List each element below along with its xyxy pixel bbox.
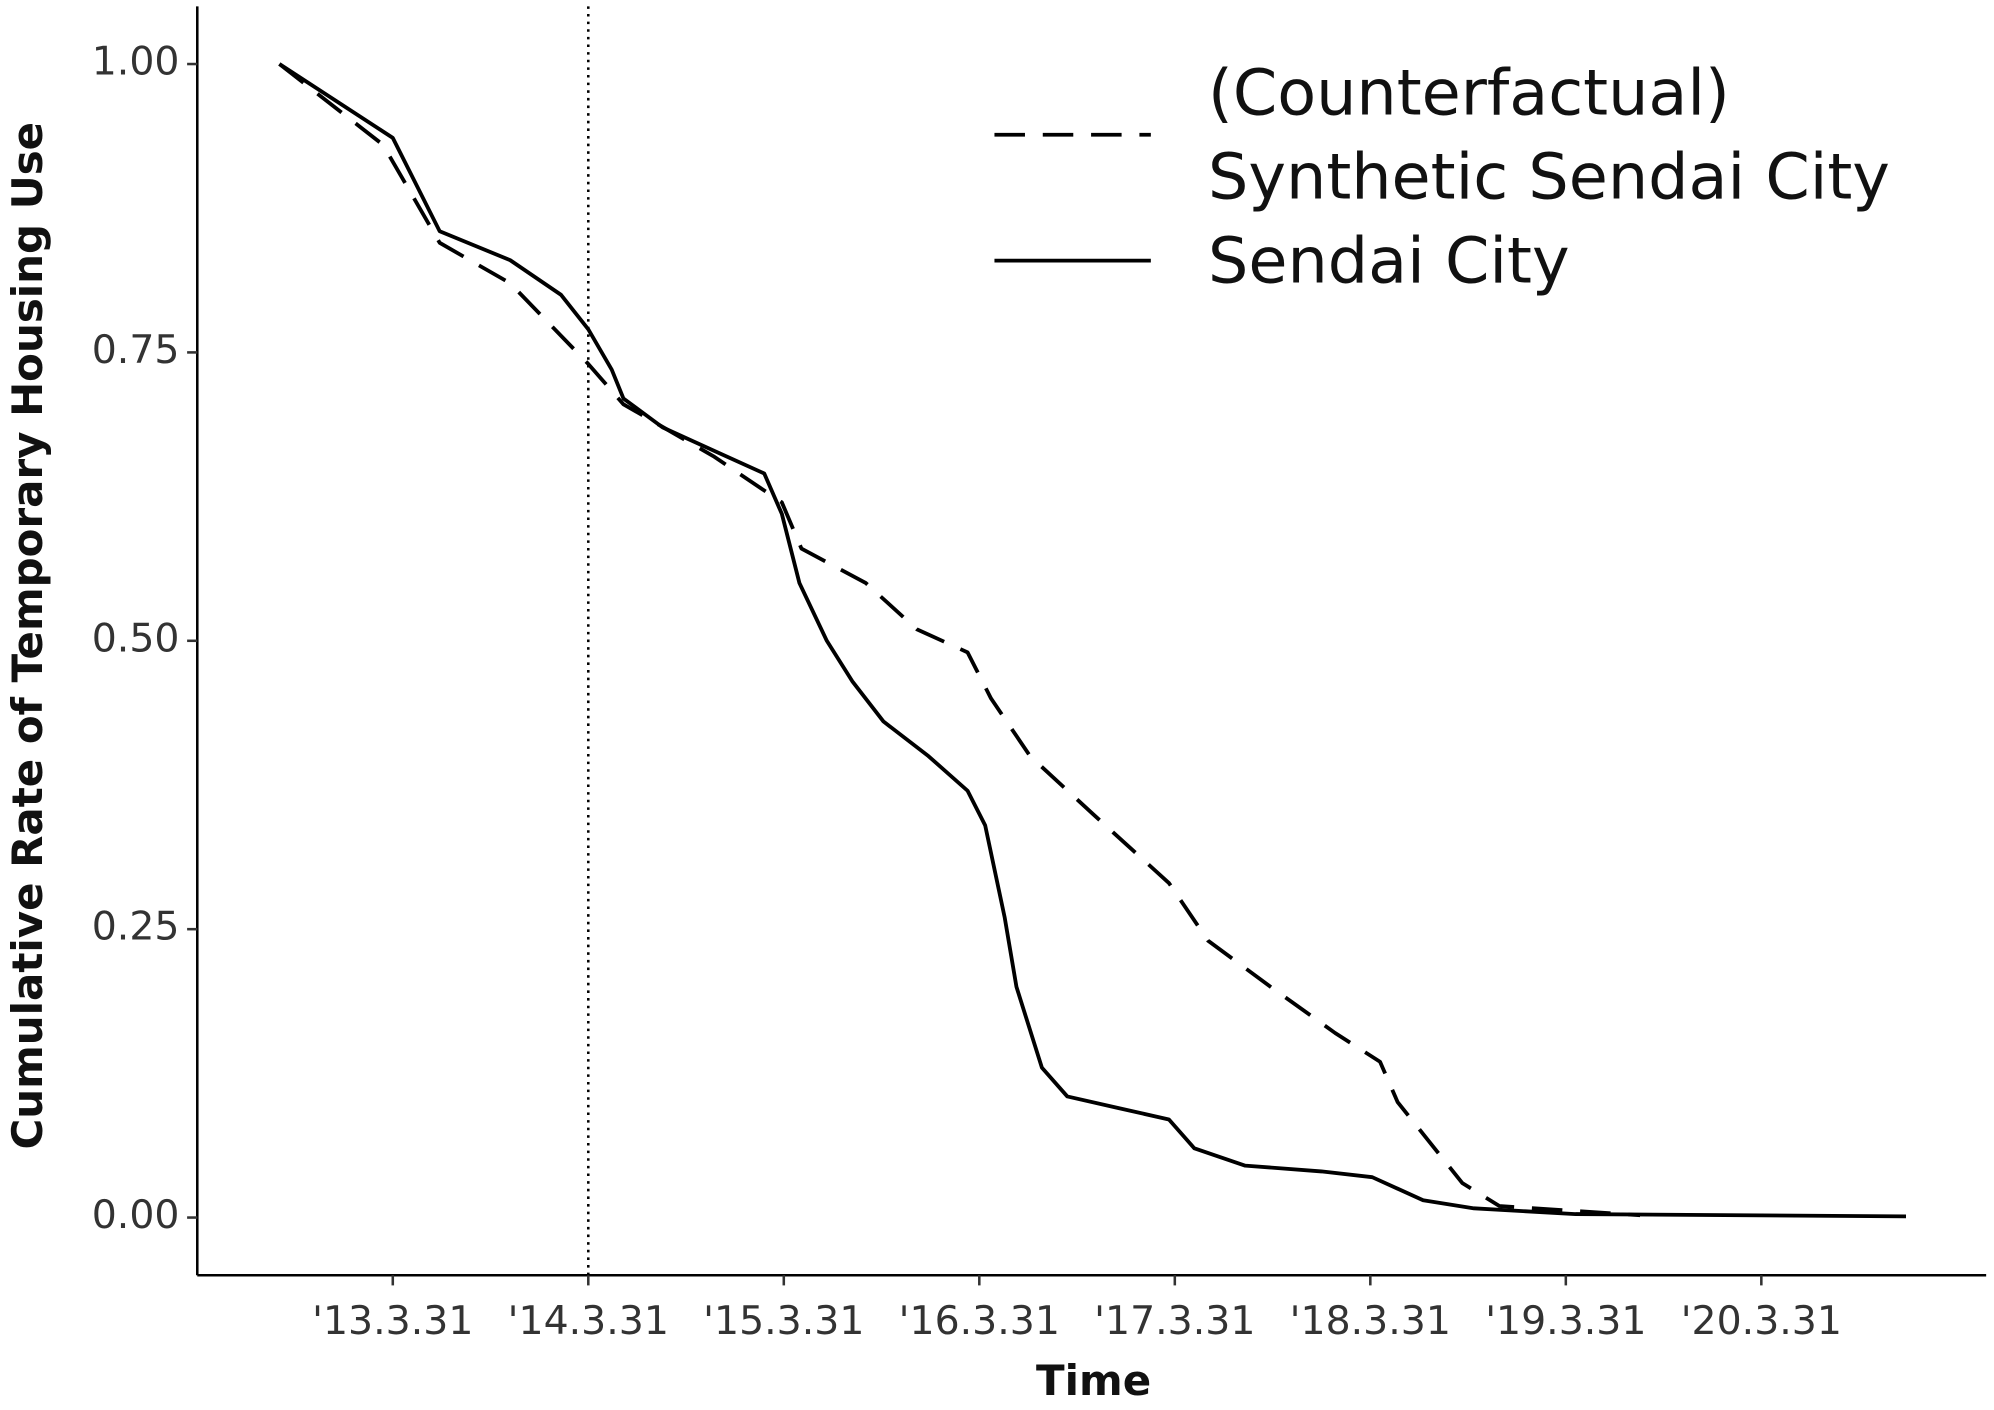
x-tick-label: '14.3.31 — [508, 1298, 669, 1344]
y-tick-label: 0.50 — [92, 615, 180, 661]
y-tick-label: 0.25 — [92, 904, 180, 950]
y-tick-label: 1.00 — [92, 39, 180, 85]
x-axis-title: Time — [1036, 1356, 1151, 1405]
series-line — [278, 62, 1641, 1218]
legend-entry: (Counterfactual) Synthetic Sendai City — [1208, 55, 1890, 214]
series-line — [278, 62, 1907, 1219]
legend-label: (Counterfactual) Synthetic Sendai City — [1208, 55, 1890, 214]
x-tick-label: '20.3.31 — [1681, 1298, 1842, 1344]
legend-label: Sendai City — [1208, 223, 1570, 298]
y-tick-label: 0.00 — [92, 1192, 180, 1238]
x-tick-label: '15.3.31 — [703, 1298, 864, 1344]
x-tick-label: '13.3.31 — [312, 1298, 473, 1344]
y-tick-label: 0.75 — [92, 327, 180, 373]
x-tick-label: '16.3.31 — [899, 1298, 1060, 1344]
y-axis-title: Cumulative Rate of Temporary Housing Use — [3, 122, 52, 1150]
x-tick-label: '17.3.31 — [1094, 1298, 1255, 1344]
x-tick-label: '19.3.31 — [1485, 1298, 1646, 1344]
legend-entry: Sendai City — [1208, 223, 1570, 298]
x-tick-label: '18.3.31 — [1290, 1298, 1451, 1344]
